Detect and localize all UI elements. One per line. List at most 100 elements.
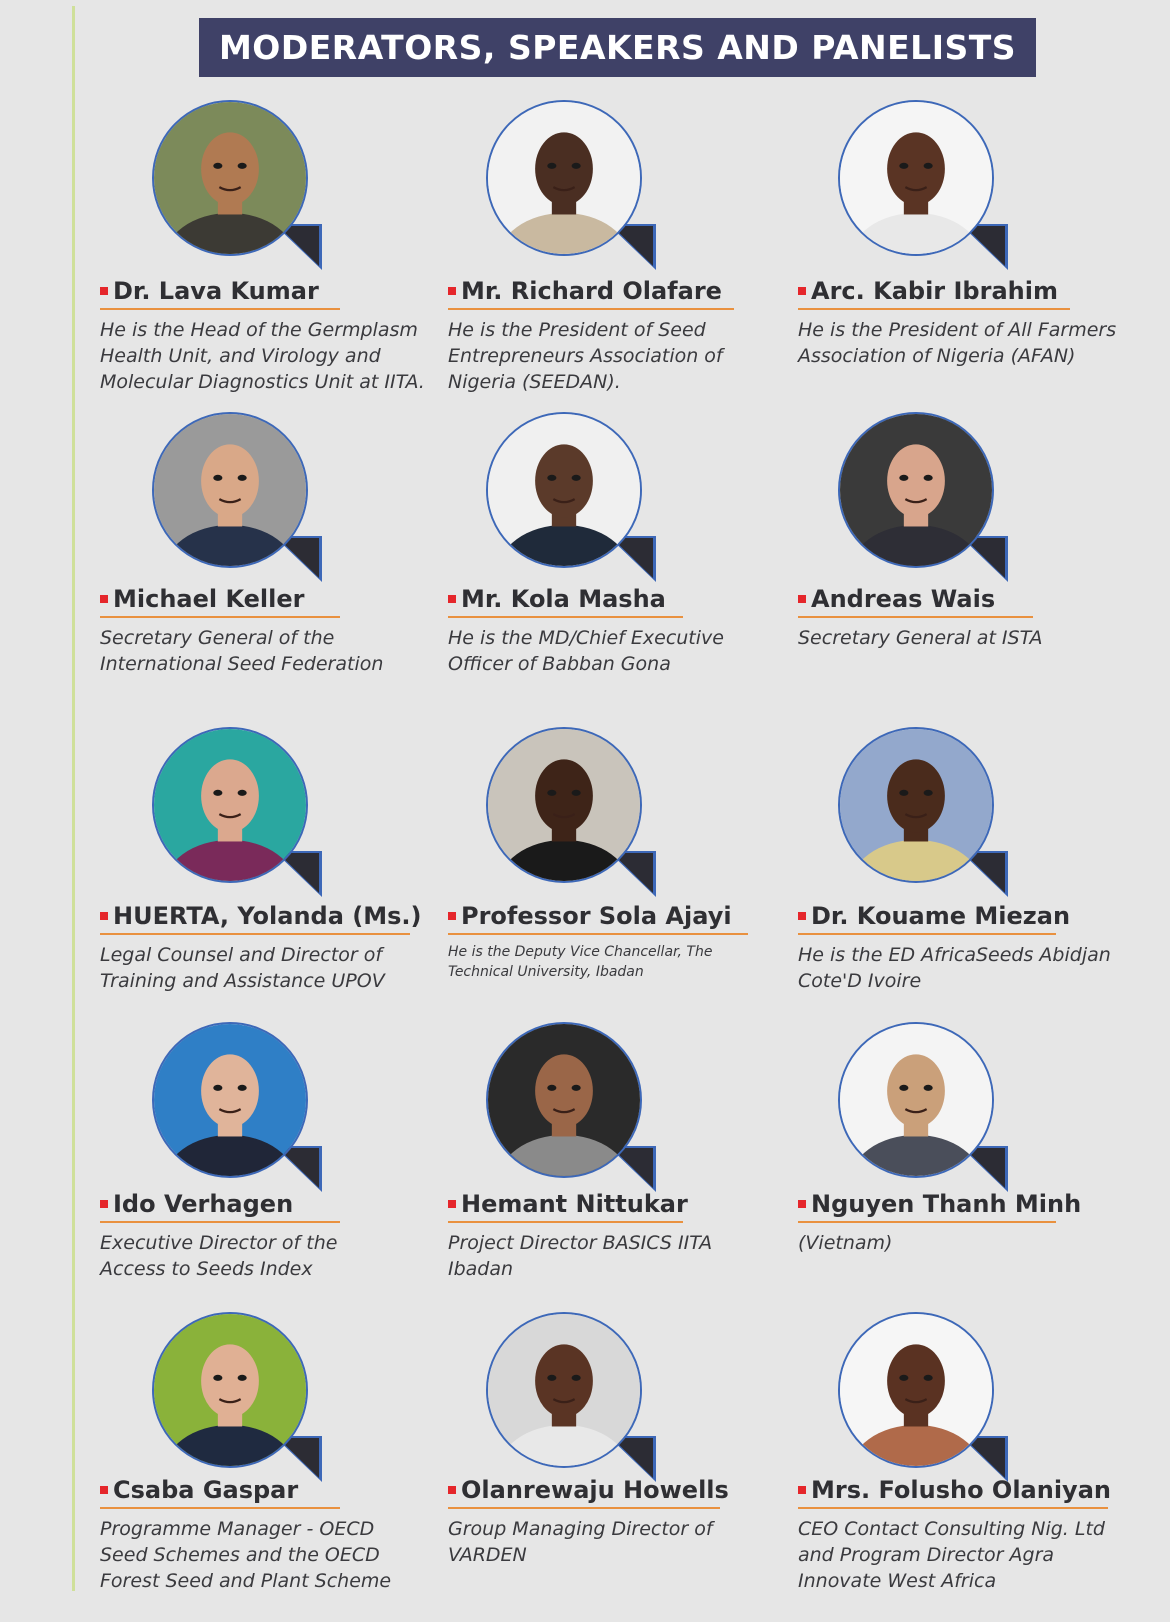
- page-title: MODERATORS, SPEAKERS AND PANELISTS: [199, 18, 1036, 77]
- red-square-bullet: [100, 912, 108, 920]
- speaker-name-row: Andreas Wais: [798, 585, 995, 613]
- speaker-description: He is the President of All Farmers Assoc…: [798, 319, 1117, 367]
- speaker-name: Hemant Nittukar: [461, 1190, 688, 1218]
- speaker-avatar: [838, 1312, 994, 1468]
- speaker-description: (Vietnam): [798, 1232, 893, 1254]
- speaker-name-row: Professor Sola Ajayi: [448, 902, 732, 930]
- speaker-description: Legal Counsel and Director of Training a…: [100, 944, 385, 992]
- name-underline: [798, 1221, 1056, 1223]
- speaker-avatar: [152, 1312, 308, 1468]
- red-square-bullet: [448, 595, 456, 603]
- portrait-image: [488, 729, 640, 881]
- speaker-name-row: Dr. Lava Kumar: [100, 277, 319, 305]
- name-underline: [448, 1221, 683, 1223]
- speaker-name-row: Olanrewaju Howells: [448, 1476, 729, 1504]
- red-square-bullet: [798, 912, 806, 920]
- speaker-name: Mr. Kola Masha: [461, 585, 666, 613]
- speaker-avatar: [486, 412, 642, 568]
- speaker-avatar: [152, 100, 308, 256]
- portrait-image: [840, 102, 992, 254]
- name-underline: [448, 933, 748, 935]
- speaker-photo-bubble: [152, 1022, 332, 1192]
- speaker-name-row: Dr. Kouame Miezan: [798, 902, 1070, 930]
- name-underline: [798, 1507, 1108, 1509]
- speaker-description: Programme Manager - OECD Seed Schemes an…: [100, 1518, 392, 1592]
- portrait-image: [840, 1024, 992, 1176]
- name-underline: [798, 616, 1033, 618]
- speaker-description: He is the MD/Chief Executive Officer of …: [448, 627, 724, 675]
- red-square-bullet: [798, 1486, 806, 1494]
- speaker-description: He is the President of Seed Entrepreneur…: [448, 319, 723, 393]
- speaker-name-row: Mr. Kola Masha: [448, 585, 666, 613]
- speaker-name: Olanrewaju Howells: [461, 1476, 729, 1504]
- speaker-photo-bubble: [838, 1312, 1018, 1482]
- red-square-bullet: [100, 287, 108, 295]
- red-square-bullet: [798, 1200, 806, 1208]
- speaker-name-row: Michael Keller: [100, 585, 305, 613]
- speaker-photo-bubble: [152, 1312, 332, 1482]
- portrait-image: [488, 1024, 640, 1176]
- speaker-description: Group Managing Director of VARDEN: [448, 1518, 713, 1566]
- speaker-name: Professor Sola Ajayi: [461, 902, 732, 930]
- left-accent-rule: [72, 6, 75, 1591]
- speaker-name-row: Mrs. Folusho Olaniyan: [798, 1476, 1111, 1504]
- red-square-bullet: [448, 287, 456, 295]
- name-underline: [448, 1507, 720, 1509]
- portrait-image: [840, 1314, 992, 1466]
- speaker-avatar: [152, 1022, 308, 1178]
- speaker-photo-bubble: [152, 727, 332, 897]
- speaker-avatar: [152, 727, 308, 883]
- red-square-bullet: [100, 1486, 108, 1494]
- red-square-bullet: [448, 1200, 456, 1208]
- speaker-photo-bubble: [152, 100, 332, 270]
- speaker-description: He is the Head of the Germplasm Health U…: [100, 319, 425, 393]
- name-underline: [798, 933, 1056, 935]
- speaker-avatar: [486, 100, 642, 256]
- portrait-image: [488, 1314, 640, 1466]
- speaker-name-row: HUERTA, Yolanda (Ms.): [100, 902, 422, 930]
- speaker-photo-bubble: [838, 412, 1018, 582]
- portrait-image: [154, 1024, 306, 1176]
- speaker-name: Arc. Kabir Ibrahim: [811, 277, 1058, 305]
- name-underline: [448, 616, 683, 618]
- portrait-image: [488, 102, 640, 254]
- speaker-name-row: Mr. Richard Olafare: [448, 277, 722, 305]
- red-square-bullet: [100, 1200, 108, 1208]
- speaker-avatar: [152, 412, 308, 568]
- speaker-name: Andreas Wais: [811, 585, 996, 613]
- name-underline: [448, 308, 734, 310]
- name-underline: [100, 1221, 340, 1223]
- speaker-photo-bubble: [838, 1022, 1018, 1192]
- name-underline: [798, 308, 1070, 310]
- speaker-description: He is the Deputy Vice Chancellar, The Te…: [448, 944, 713, 980]
- speaker-name: Dr. Kouame Miezan: [811, 902, 1071, 930]
- speaker-avatar: [486, 727, 642, 883]
- speaker-photo-bubble: [486, 1022, 666, 1192]
- red-square-bullet: [798, 287, 806, 295]
- speaker-description: Secretary General at ISTA: [798, 627, 1043, 649]
- speaker-name: HUERTA, Yolanda (Ms.): [113, 902, 422, 930]
- speaker-avatar: [838, 100, 994, 256]
- name-underline: [100, 933, 410, 935]
- portrait-image: [840, 729, 992, 881]
- red-square-bullet: [100, 595, 108, 603]
- speaker-name: Csaba Gaspar: [113, 1476, 299, 1504]
- speaker-name: Mr. Richard Olafare: [461, 277, 722, 305]
- name-underline: [100, 1507, 340, 1509]
- speaker-avatar: [486, 1022, 642, 1178]
- speaker-photo-bubble: [838, 727, 1018, 897]
- speaker-description: He is the ED AfricaSeeds Abidjan Cote'D …: [798, 944, 1111, 992]
- portrait-image: [840, 414, 992, 566]
- speaker-description: Secretary General of the International S…: [100, 627, 384, 675]
- portrait-image: [154, 1314, 306, 1466]
- speaker-name-row: Csaba Gaspar: [100, 1476, 298, 1504]
- speaker-photo-bubble: [486, 412, 666, 582]
- speaker-description: Project Director BASICS IITA Ibadan: [448, 1232, 713, 1280]
- name-underline: [100, 308, 340, 310]
- speaker-photo-bubble: [838, 100, 1018, 270]
- speaker-description: CEO Contact Consulting Nig. Ltd and Prog…: [798, 1518, 1105, 1592]
- portrait-image: [154, 729, 306, 881]
- portrait-image: [488, 414, 640, 566]
- portrait-image: [154, 414, 306, 566]
- speaker-name-row: Ido Verhagen: [100, 1190, 293, 1218]
